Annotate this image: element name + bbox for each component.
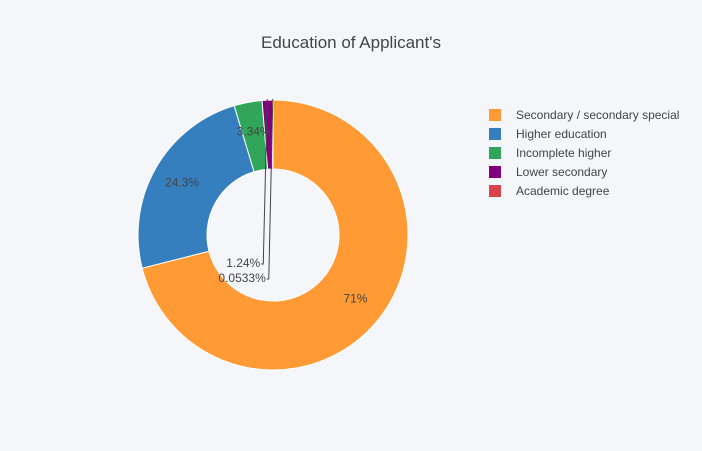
- legend: Secondary / secondary special Higher edu…: [489, 105, 679, 200]
- label-leader-line: [266, 98, 274, 280]
- legend-swatch: [489, 146, 501, 159]
- legend-item-academic-degree[interactable]: Academic degree: [489, 181, 679, 200]
- legend-label: Higher education: [516, 126, 607, 141]
- legend-label: Lower secondary: [516, 164, 608, 179]
- legend-swatch: [489, 127, 501, 140]
- legend-item-higher-education[interactable]: Higher education: [489, 124, 679, 143]
- legend-swatch: [489, 184, 501, 197]
- donut-slice[interactable]: [141, 99, 409, 371]
- donut-slices: [137, 99, 409, 371]
- legend-item-secondary[interactable]: Secondary / secondary special: [489, 105, 679, 124]
- legend-label: Academic degree: [516, 183, 610, 198]
- donut-labels: 71% 24.3% 3.34% 1.24%0.0533%: [165, 98, 368, 305]
- slice-label: 1.24%: [226, 256, 260, 270]
- legend-swatch: [489, 165, 501, 178]
- legend-item-lower-secondary[interactable]: Lower secondary: [489, 162, 679, 181]
- chart-title: Education of Applicant's: [261, 33, 441, 52]
- legend-item-incomplete-higher[interactable]: Incomplete higher: [489, 143, 679, 162]
- legend-label: Secondary / secondary special: [516, 107, 680, 122]
- label-leader-line: [261, 99, 268, 265]
- slice-label: 24.3%: [165, 176, 199, 190]
- slice-label: 71%: [343, 291, 367, 305]
- donut-slice[interactable]: [137, 105, 255, 269]
- legend-swatch: [489, 108, 501, 121]
- slice-label: 0.0533%: [218, 271, 266, 285]
- slice-label: 3.34%: [237, 124, 271, 138]
- legend-label: Incomplete higher: [516, 145, 612, 160]
